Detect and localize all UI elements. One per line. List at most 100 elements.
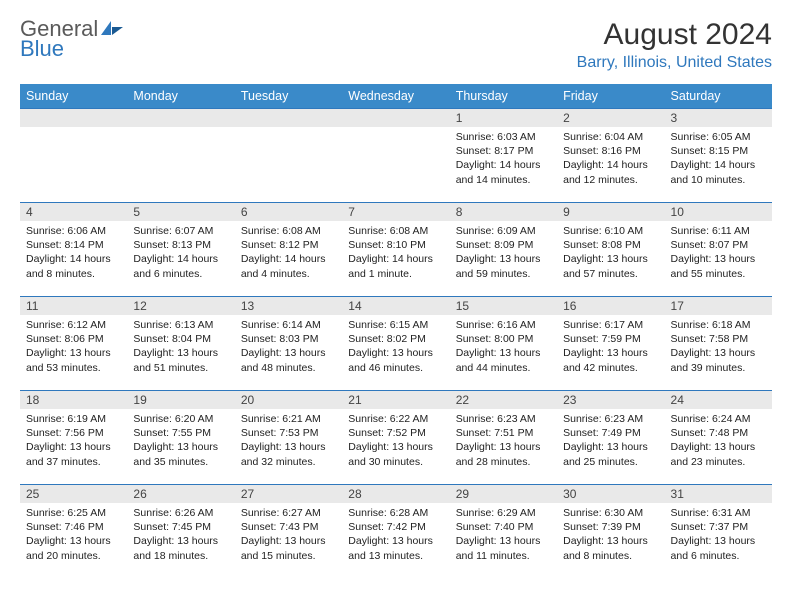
- day-content: Sunrise: 6:30 AMSunset: 7:39 PMDaylight:…: [557, 503, 664, 569]
- sunrise-text: Sunrise: 6:08 AM: [348, 224, 443, 238]
- daylight-text: Daylight: 14 hours and 10 minutes.: [671, 158, 766, 186]
- sunrise-text: Sunrise: 6:25 AM: [26, 506, 121, 520]
- sunrise-text: Sunrise: 6:27 AM: [241, 506, 336, 520]
- daylight-text: Daylight: 13 hours and 6 minutes.: [671, 534, 766, 562]
- day-content: Sunrise: 6:16 AMSunset: 8:00 PMDaylight:…: [450, 315, 557, 381]
- day-number: 21: [342, 390, 449, 409]
- day-content: Sunrise: 6:11 AMSunset: 8:07 PMDaylight:…: [665, 221, 772, 287]
- day-content: Sunrise: 6:15 AMSunset: 8:02 PMDaylight:…: [342, 315, 449, 381]
- day-number: 26: [127, 484, 234, 503]
- day-content: Sunrise: 6:08 AMSunset: 8:12 PMDaylight:…: [235, 221, 342, 287]
- daylight-text: Daylight: 14 hours and 1 minute.: [348, 252, 443, 280]
- sunset-text: Sunset: 7:51 PM: [456, 426, 551, 440]
- sunrise-text: Sunrise: 6:11 AM: [671, 224, 766, 238]
- calendar-cell: 4Sunrise: 6:06 AMSunset: 8:14 PMDaylight…: [20, 202, 127, 296]
- day-content: Sunrise: 6:23 AMSunset: 7:51 PMDaylight:…: [450, 409, 557, 475]
- daylight-text: Daylight: 14 hours and 4 minutes.: [241, 252, 336, 280]
- sunset-text: Sunset: 8:09 PM: [456, 238, 551, 252]
- sunrise-text: Sunrise: 6:23 AM: [563, 412, 658, 426]
- daylight-text: Daylight: 13 hours and 46 minutes.: [348, 346, 443, 374]
- day-number: 7: [342, 202, 449, 221]
- daylight-text: Daylight: 13 hours and 8 minutes.: [563, 534, 658, 562]
- daylight-text: Daylight: 13 hours and 18 minutes.: [133, 534, 228, 562]
- sunrise-text: Sunrise: 6:23 AM: [456, 412, 551, 426]
- daylight-text: Daylight: 14 hours and 8 minutes.: [26, 252, 121, 280]
- logo: GeneralBlue: [20, 18, 124, 60]
- sunrise-text: Sunrise: 6:17 AM: [563, 318, 658, 332]
- sunset-text: Sunset: 7:39 PM: [563, 520, 658, 534]
- daylight-text: Daylight: 13 hours and 39 minutes.: [671, 346, 766, 374]
- day-number: 24: [665, 390, 772, 409]
- calendar-cell: 30Sunrise: 6:30 AMSunset: 7:39 PMDayligh…: [557, 484, 664, 578]
- daylight-text: Daylight: 14 hours and 12 minutes.: [563, 158, 658, 186]
- day-content: Sunrise: 6:04 AMSunset: 8:16 PMDaylight:…: [557, 127, 664, 193]
- daylight-text: Daylight: 13 hours and 28 minutes.: [456, 440, 551, 468]
- daylight-text: Daylight: 13 hours and 37 minutes.: [26, 440, 121, 468]
- day-number: 4: [20, 202, 127, 221]
- sunset-text: Sunset: 8:16 PM: [563, 144, 658, 158]
- daylight-text: Daylight: 13 hours and 30 minutes.: [348, 440, 443, 468]
- daylight-text: Daylight: 13 hours and 25 minutes.: [563, 440, 658, 468]
- sunrise-text: Sunrise: 6:18 AM: [671, 318, 766, 332]
- calendar-cell: 21Sunrise: 6:22 AMSunset: 7:52 PMDayligh…: [342, 390, 449, 484]
- day-header-monday: Monday: [127, 84, 234, 108]
- day-content: Sunrise: 6:17 AMSunset: 7:59 PMDaylight:…: [557, 315, 664, 381]
- day-content: Sunrise: 6:21 AMSunset: 7:53 PMDaylight:…: [235, 409, 342, 475]
- day-content: Sunrise: 6:10 AMSunset: 8:08 PMDaylight:…: [557, 221, 664, 287]
- calendar-cell: 13Sunrise: 6:14 AMSunset: 8:03 PMDayligh…: [235, 296, 342, 390]
- sunrise-text: Sunrise: 6:16 AM: [456, 318, 551, 332]
- calendar-week-row: 4Sunrise: 6:06 AMSunset: 8:14 PMDaylight…: [20, 202, 772, 296]
- day-number: 31: [665, 484, 772, 503]
- day-number: 8: [450, 202, 557, 221]
- sunrise-text: Sunrise: 6:15 AM: [348, 318, 443, 332]
- sunset-text: Sunset: 8:08 PM: [563, 238, 658, 252]
- day-content: Sunrise: 6:05 AMSunset: 8:15 PMDaylight:…: [665, 127, 772, 193]
- daylight-text: Daylight: 13 hours and 15 minutes.: [241, 534, 336, 562]
- daylight-text: Daylight: 13 hours and 55 minutes.: [671, 252, 766, 280]
- day-number: 17: [665, 296, 772, 315]
- logo-text-blue: Blue: [20, 38, 124, 60]
- day-number: 29: [450, 484, 557, 503]
- sunrise-text: Sunrise: 6:03 AM: [456, 130, 551, 144]
- daylight-text: Daylight: 13 hours and 42 minutes.: [563, 346, 658, 374]
- day-number: 30: [557, 484, 664, 503]
- sunset-text: Sunset: 7:58 PM: [671, 332, 766, 346]
- calendar-cell: 29Sunrise: 6:29 AMSunset: 7:40 PMDayligh…: [450, 484, 557, 578]
- sunset-text: Sunset: 7:59 PM: [563, 332, 658, 346]
- day-number: 25: [20, 484, 127, 503]
- day-number: 15: [450, 296, 557, 315]
- day-number: 18: [20, 390, 127, 409]
- day-number: 9: [557, 202, 664, 221]
- sunset-text: Sunset: 7:37 PM: [671, 520, 766, 534]
- sunset-text: Sunset: 8:15 PM: [671, 144, 766, 158]
- sunset-text: Sunset: 8:14 PM: [26, 238, 121, 252]
- sunset-text: Sunset: 8:13 PM: [133, 238, 228, 252]
- sunrise-text: Sunrise: 6:09 AM: [456, 224, 551, 238]
- day-number: 28: [342, 484, 449, 503]
- day-header-saturday: Saturday: [665, 84, 772, 108]
- sunrise-text: Sunrise: 6:08 AM: [241, 224, 336, 238]
- day-content: Sunrise: 6:18 AMSunset: 7:58 PMDaylight:…: [665, 315, 772, 381]
- month-title: August 2024: [577, 18, 772, 52]
- day-number: [127, 108, 234, 127]
- day-number: [20, 108, 127, 127]
- sunrise-text: Sunrise: 6:26 AM: [133, 506, 228, 520]
- day-number: 2: [557, 108, 664, 127]
- calendar-cell: 15Sunrise: 6:16 AMSunset: 8:00 PMDayligh…: [450, 296, 557, 390]
- day-content: Sunrise: 6:13 AMSunset: 8:04 PMDaylight:…: [127, 315, 234, 381]
- sunrise-text: Sunrise: 6:22 AM: [348, 412, 443, 426]
- sunset-text: Sunset: 7:55 PM: [133, 426, 228, 440]
- sunrise-text: Sunrise: 6:31 AM: [671, 506, 766, 520]
- calendar-cell: 11Sunrise: 6:12 AMSunset: 8:06 PMDayligh…: [20, 296, 127, 390]
- sunrise-text: Sunrise: 6:05 AM: [671, 130, 766, 144]
- daylight-text: Daylight: 13 hours and 53 minutes.: [26, 346, 121, 374]
- calendar-cell: 14Sunrise: 6:15 AMSunset: 8:02 PMDayligh…: [342, 296, 449, 390]
- day-content: Sunrise: 6:20 AMSunset: 7:55 PMDaylight:…: [127, 409, 234, 475]
- day-header-tuesday: Tuesday: [235, 84, 342, 108]
- calendar-week-row: 18Sunrise: 6:19 AMSunset: 7:56 PMDayligh…: [20, 390, 772, 484]
- day-number: 16: [557, 296, 664, 315]
- calendar-body: 1Sunrise: 6:03 AMSunset: 8:17 PMDaylight…: [20, 108, 772, 578]
- sunrise-text: Sunrise: 6:21 AM: [241, 412, 336, 426]
- daylight-text: Daylight: 13 hours and 44 minutes.: [456, 346, 551, 374]
- calendar-cell: 16Sunrise: 6:17 AMSunset: 7:59 PMDayligh…: [557, 296, 664, 390]
